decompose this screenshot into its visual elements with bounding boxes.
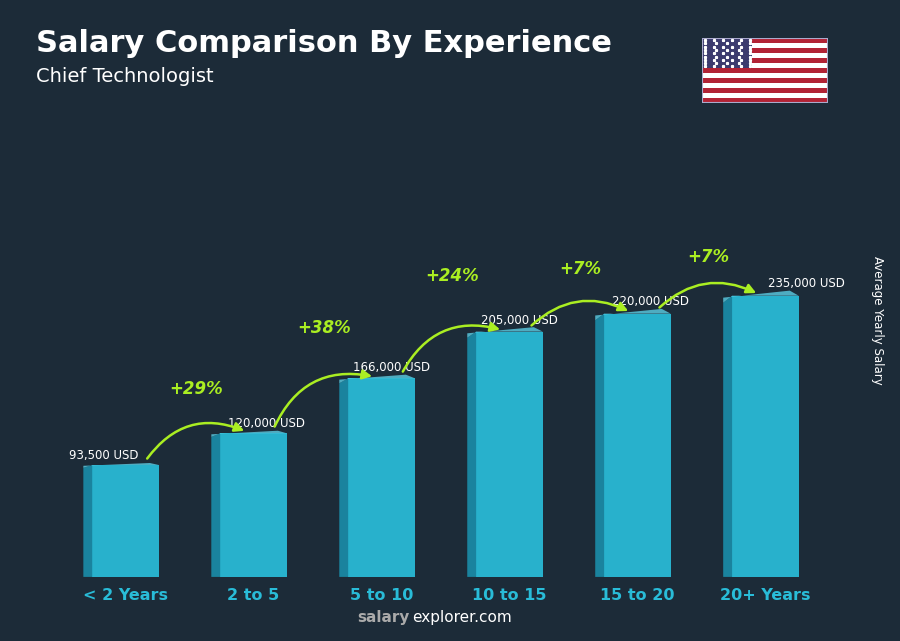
Text: +29%: +29% bbox=[169, 380, 223, 398]
Text: 120,000 USD: 120,000 USD bbox=[228, 417, 305, 430]
Bar bbox=[702, 97, 828, 103]
Text: +38%: +38% bbox=[297, 319, 351, 337]
Text: 93,500 USD: 93,500 USD bbox=[69, 449, 139, 462]
Text: Salary Comparison By Experience: Salary Comparison By Experience bbox=[36, 29, 612, 58]
Bar bbox=[702, 93, 828, 97]
Text: +7%: +7% bbox=[687, 248, 729, 266]
Bar bbox=[702, 73, 828, 78]
Polygon shape bbox=[595, 309, 670, 320]
Bar bbox=[733, 296, 798, 577]
Polygon shape bbox=[724, 296, 733, 577]
Text: 166,000 USD: 166,000 USD bbox=[354, 362, 430, 374]
Polygon shape bbox=[595, 313, 604, 577]
Bar bbox=[702, 58, 828, 63]
Polygon shape bbox=[339, 378, 348, 577]
Polygon shape bbox=[724, 290, 798, 303]
Text: 235,000 USD: 235,000 USD bbox=[768, 277, 845, 290]
Bar bbox=[702, 44, 828, 48]
Bar bbox=[702, 38, 752, 68]
Text: < 2 Years: < 2 Years bbox=[83, 588, 168, 603]
Polygon shape bbox=[467, 331, 476, 577]
Bar bbox=[702, 78, 828, 83]
Text: explorer.com: explorer.com bbox=[412, 610, 512, 625]
Text: 20+ Years: 20+ Years bbox=[720, 588, 811, 603]
Text: 5 to 10: 5 to 10 bbox=[350, 588, 413, 603]
Bar bbox=[702, 63, 828, 68]
Bar bbox=[476, 331, 543, 577]
Polygon shape bbox=[212, 433, 220, 577]
Text: 15 to 20: 15 to 20 bbox=[600, 588, 675, 603]
Text: 2 to 5: 2 to 5 bbox=[228, 588, 280, 603]
Bar bbox=[93, 465, 159, 577]
Bar bbox=[702, 53, 828, 58]
Bar bbox=[702, 68, 828, 73]
Bar bbox=[604, 313, 670, 577]
Polygon shape bbox=[212, 431, 287, 437]
Bar bbox=[702, 38, 828, 44]
Polygon shape bbox=[339, 375, 415, 383]
Text: salary: salary bbox=[357, 610, 410, 625]
Text: 205,000 USD: 205,000 USD bbox=[482, 313, 558, 327]
Polygon shape bbox=[467, 327, 543, 338]
Bar bbox=[702, 48, 828, 53]
Text: Average Yearly Salary: Average Yearly Salary bbox=[871, 256, 884, 385]
Bar bbox=[348, 378, 415, 577]
Polygon shape bbox=[84, 465, 93, 577]
Text: +24%: +24% bbox=[426, 267, 479, 285]
Text: 220,000 USD: 220,000 USD bbox=[612, 296, 688, 308]
Text: +7%: +7% bbox=[559, 260, 601, 278]
Bar bbox=[702, 83, 828, 88]
Bar bbox=[220, 433, 287, 577]
Polygon shape bbox=[84, 463, 159, 468]
Text: 10 to 15: 10 to 15 bbox=[472, 588, 546, 603]
Text: Chief Technologist: Chief Technologist bbox=[36, 67, 213, 87]
Bar bbox=[702, 88, 828, 93]
